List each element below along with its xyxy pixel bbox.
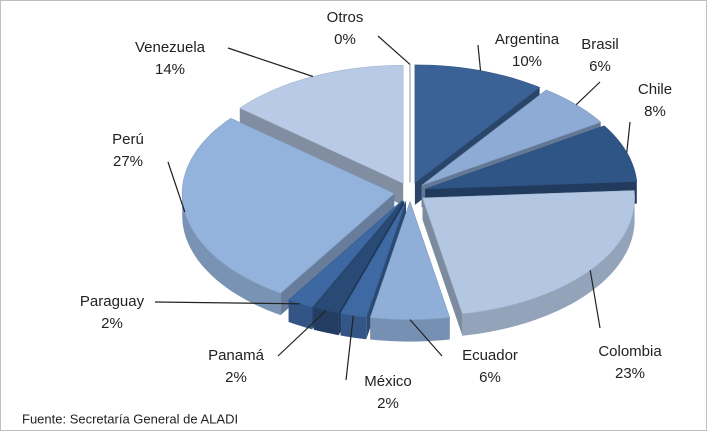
slice-radial-face xyxy=(422,197,463,336)
slice xyxy=(422,190,635,315)
leader-line xyxy=(589,270,601,329)
slice-rim xyxy=(462,197,635,336)
slice-rim xyxy=(313,307,339,336)
value-label: 8% xyxy=(644,103,666,120)
category-label: Venezuela xyxy=(135,39,206,56)
leader-line xyxy=(377,35,411,65)
value-label: 10% xyxy=(512,53,542,70)
category-label: Perú xyxy=(112,131,144,148)
value-label: 23% xyxy=(615,365,645,382)
value-label: 0% xyxy=(334,31,356,48)
leader-line xyxy=(227,47,314,78)
slice xyxy=(181,117,395,294)
value-label: 2% xyxy=(101,315,123,332)
value-label: 6% xyxy=(589,58,611,75)
leader-line xyxy=(409,319,443,357)
category-label: Paraguay xyxy=(80,293,145,310)
value-label: 2% xyxy=(377,395,399,412)
category-label: Brasil xyxy=(581,36,619,53)
slice-rim xyxy=(340,313,367,340)
leader-line xyxy=(626,121,631,153)
leader-line xyxy=(575,81,601,106)
leader-line xyxy=(154,301,301,305)
value-label: 2% xyxy=(225,369,247,386)
value-label: 14% xyxy=(155,61,185,78)
slice-rim xyxy=(288,300,312,330)
category-label: Otros xyxy=(327,9,364,26)
value-label: 27% xyxy=(113,153,143,170)
leader-line xyxy=(345,315,354,381)
leader-line xyxy=(277,310,327,357)
category-label: Panamá xyxy=(208,347,265,364)
leader-line xyxy=(477,44,482,71)
source-note: Fuente: Secretaría General de ALADI xyxy=(22,411,238,426)
category-label: Chile xyxy=(638,81,672,98)
category-label: Argentina xyxy=(495,31,560,48)
pie xyxy=(181,64,638,342)
slice-rim xyxy=(182,193,281,316)
value-label: 6% xyxy=(479,369,501,386)
slice-rim xyxy=(370,317,450,342)
category-label: Colombia xyxy=(598,343,662,360)
category-label: Ecuador xyxy=(462,347,518,364)
category-label: México xyxy=(364,373,412,390)
leader-line xyxy=(167,161,186,213)
